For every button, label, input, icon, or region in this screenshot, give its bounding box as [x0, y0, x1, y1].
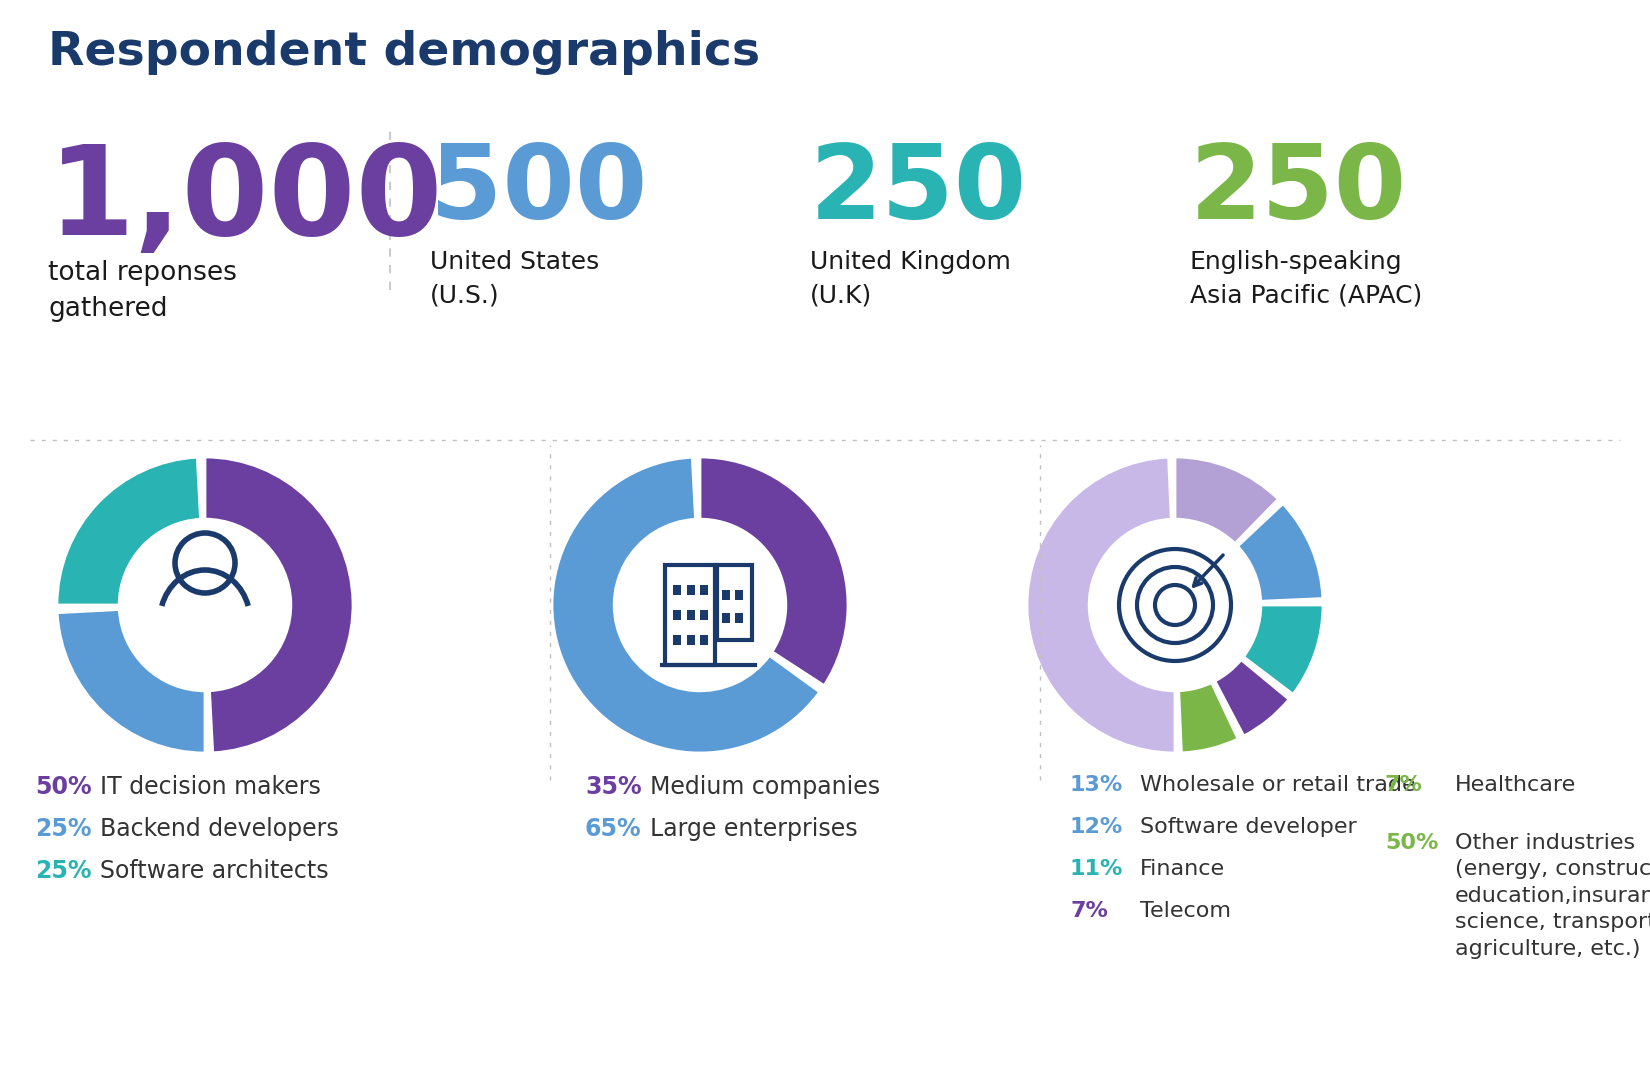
Text: 7%: 7%	[1069, 901, 1107, 921]
Wedge shape	[1214, 660, 1289, 737]
Text: Other industries
(energy, construction,
education,insurance,
science, transporta: Other industries (energy, construction, …	[1455, 833, 1650, 959]
Bar	[665, 565, 714, 665]
Text: Wholesale or retail trade: Wholesale or retail trade	[1140, 775, 1416, 795]
Bar	[686, 610, 695, 620]
Text: Healthcare: Healthcare	[1455, 775, 1576, 795]
Wedge shape	[1026, 457, 1175, 753]
Bar	[686, 635, 695, 645]
Text: Respondent demographics: Respondent demographics	[48, 30, 761, 75]
Bar	[734, 590, 742, 600]
Text: 12%: 12%	[1069, 816, 1124, 837]
Text: 11%: 11%	[1069, 859, 1124, 879]
Text: Finance: Finance	[1140, 859, 1224, 879]
Text: United Kingdom
(U.K): United Kingdom (U.K)	[810, 249, 1011, 308]
Text: total reponses
gathered: total reponses gathered	[48, 260, 238, 322]
Wedge shape	[1244, 605, 1323, 694]
Bar	[700, 635, 708, 645]
Wedge shape	[58, 457, 201, 605]
Text: 50%: 50%	[35, 775, 92, 799]
Text: Software architects: Software architects	[101, 859, 328, 883]
Bar	[723, 613, 729, 623]
Text: 250: 250	[1190, 140, 1407, 241]
Text: Software developer: Software developer	[1140, 816, 1356, 837]
Wedge shape	[700, 457, 848, 686]
Wedge shape	[1175, 457, 1279, 543]
Wedge shape	[1238, 503, 1323, 602]
Wedge shape	[553, 457, 820, 753]
Bar	[734, 613, 742, 623]
Bar	[700, 585, 708, 595]
Text: 35%: 35%	[586, 775, 642, 799]
Text: Large enterprises: Large enterprises	[650, 816, 858, 841]
Wedge shape	[205, 457, 353, 753]
Bar	[686, 585, 695, 595]
Text: 1,000: 1,000	[48, 140, 444, 261]
Bar	[673, 635, 681, 645]
Bar	[718, 565, 752, 640]
Text: 13%: 13%	[1069, 775, 1124, 795]
Text: 25%: 25%	[35, 816, 91, 841]
Text: 50%: 50%	[1384, 833, 1439, 853]
Bar	[673, 610, 681, 620]
Text: Backend developers: Backend developers	[101, 816, 338, 841]
Text: 500: 500	[431, 140, 647, 241]
Text: English-speaking
Asia Pacific (APAC): English-speaking Asia Pacific (APAC)	[1190, 249, 1422, 308]
Text: 7%: 7%	[1384, 775, 1422, 795]
Wedge shape	[1178, 683, 1238, 753]
Text: 250: 250	[810, 140, 1028, 241]
Text: IT decision makers: IT decision makers	[101, 775, 320, 799]
Bar	[700, 610, 708, 620]
Bar	[673, 585, 681, 595]
Wedge shape	[58, 609, 205, 753]
Text: Telecom: Telecom	[1140, 901, 1231, 921]
Bar	[723, 590, 729, 600]
Text: 25%: 25%	[35, 859, 91, 883]
Text: 65%: 65%	[586, 816, 642, 841]
Text: United States
(U.S.): United States (U.S.)	[431, 249, 599, 308]
Text: Medium companies: Medium companies	[650, 775, 879, 799]
